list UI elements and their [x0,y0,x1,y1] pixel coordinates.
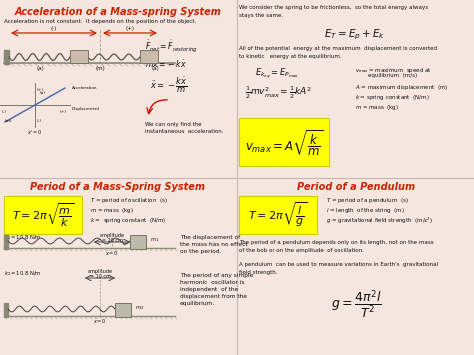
Text: = 20 cm: = 20 cm [101,238,122,243]
Text: $m_1$: $m_1$ [150,236,159,244]
Text: Acceleration of a Mass-spring System: Acceleration of a Mass-spring System [15,7,221,17]
Text: (-): (-) [51,26,57,31]
Text: $k$ = spring constant  (N/m): $k$ = spring constant (N/m) [355,93,429,102]
Text: Displacement: Displacement [72,107,100,111]
Bar [4,50,9,64]
Text: (m): (m) [95,66,105,71]
Text: (m): (m) [5,119,12,123]
Bar [4,303,8,317]
Text: $k_1 = 10.8$ N/m: $k_1 = 10.8$ N/m [4,233,42,242]
FancyBboxPatch shape [239,196,317,234]
Text: Acceleration: Acceleration [72,86,98,90]
FancyBboxPatch shape [239,118,329,166]
Text: (+): (+) [60,110,67,114]
Text: $m$ = mass  (kg): $m$ = mass (kg) [90,206,134,215]
Text: $m\ddot{x} = -k\dot{x}$: $m\ddot{x} = -k\dot{x}$ [145,58,187,70]
Text: Period of a Mass-Spring System: Period of a Mass-Spring System [30,182,206,192]
Text: of the bob or on the amplitude  of oscillation.: of the bob or on the amplitude of oscill… [239,248,364,253]
Text: to kinetic   energy at the equilibrium.: to kinetic energy at the equilibrium. [239,54,342,59]
Text: Period of a Pendulum: Period of a Pendulum [297,182,415,192]
Text: All of the potential  energy at the maximum  displacement is converted: All of the potential energy at the maxim… [239,46,437,51]
Text: amplitude: amplitude [88,269,112,274]
Text: $T = 2\pi\sqrt{\dfrac{l}{g}}$: $T = 2\pi\sqrt{\dfrac{l}{g}}$ [248,201,308,229]
Text: (a): (a) [36,66,44,71]
Text: (+): (+) [126,26,135,31]
Text: $x'=0$: $x'=0$ [27,129,43,137]
Text: (-): (-) [37,119,42,123]
Bar [70,50,88,63]
Text: $k$ =  spring constant  (N/m): $k$ = spring constant (N/m) [90,216,166,225]
Text: $v_{max} = A\sqrt{\dfrac{k}{m}}$: $v_{max} = A\sqrt{\dfrac{k}{m}}$ [245,128,323,158]
Text: $\frac{1}{2}mv_{max}^2 = \frac{1}{2}kA^2$: $\frac{1}{2}mv_{max}^2 = \frac{1}{2}kA^2… [245,84,312,100]
Text: $T = 2\pi\sqrt{\dfrac{m}{k}}$: $T = 2\pi\sqrt{\dfrac{m}{k}}$ [12,201,74,229]
Text: $T$ = period of a pendulum  (s): $T$ = period of a pendulum (s) [326,196,409,205]
Text: stays the same.: stays the same. [239,13,283,18]
Text: field strength.: field strength. [239,270,277,275]
Text: A pendulum  can be used to measure variations in Earth's  gravitational: A pendulum can be used to measure variat… [239,262,438,267]
Text: The period of a pendulum depends only on its length, not on the mass: The period of a pendulum depends only on… [239,240,434,245]
FancyBboxPatch shape [4,196,82,234]
Bar [130,235,146,249]
Text: $g = \dfrac{4\pi^2 l}{T^2}$: $g = \dfrac{4\pi^2 l}{T^2}$ [331,288,382,320]
Text: = 10 cm: = 10 cm [90,274,110,279]
Text: (a): (a) [40,91,46,95]
Text: (a): (a) [151,66,159,71]
Text: $E_T = E_p + E_k$: $E_T = E_p + E_k$ [324,28,386,42]
Text: $T$ = period of oscillation  (s): $T$ = period of oscillation (s) [90,196,168,205]
Text: We consider the spring to be frictionless,  so the total energy always: We consider the spring to be frictionles… [239,5,428,10]
Text: (-): (-) [2,110,7,114]
Text: The period of any simple
harmonic  oscillator is
independent  of the
displacemen: The period of any simple harmonic oscill… [180,273,254,306]
Text: $\ddot{x} = -\dfrac{k\dot{x}}{m}$: $\ddot{x} = -\dfrac{k\dot{x}}{m}$ [150,75,188,94]
Text: $m_2$: $m_2$ [135,304,144,312]
Text: equilibrium  (m/s): equilibrium (m/s) [368,73,417,78]
Text: $l$ = length  of the string  (m): $l$ = length of the string (m) [326,206,405,215]
Text: amplitude: amplitude [100,233,125,238]
Bar [4,235,8,249]
Text: (+): (+) [37,88,44,92]
Text: $k_2 = 10.8$ N/m: $k_2 = 10.8$ N/m [4,269,42,278]
Text: $\dot{F}_{net} = \dot{F}_{restoring}$: $\dot{F}_{net} = \dot{F}_{restoring}$ [145,38,198,54]
Text: $A$ = maximum displacement  (m): $A$ = maximum displacement (m) [355,83,448,92]
Text: We can only find the
instantaneous  acceleration.: We can only find the instantaneous accel… [145,122,224,133]
Bar [140,50,158,63]
Text: $v_{max}$ = maximum  speed at: $v_{max}$ = maximum speed at [355,66,432,75]
Text: Acceleration is not constant.  It depends on the position of the object.: Acceleration is not constant. It depends… [4,19,196,24]
Text: $\dot{x}=0$: $\dot{x}=0$ [93,318,107,326]
Text: $\dot{x}=0$: $\dot{x}=0$ [105,250,119,258]
Text: $g$ = gravitational field strength  (m/s$^2$): $g$ = gravitational field strength (m/s$… [326,216,433,226]
Text: $m$ = mass  (kg): $m$ = mass (kg) [355,103,399,112]
Text: The displacement of
the mass has no effect
on the period.: The displacement of the mass has no effe… [180,235,247,254]
Text: $E_{k_{eq}} = E_{P_{max}}$: $E_{k_{eq}} = E_{P_{max}}$ [255,66,299,81]
Bar [115,303,131,317]
